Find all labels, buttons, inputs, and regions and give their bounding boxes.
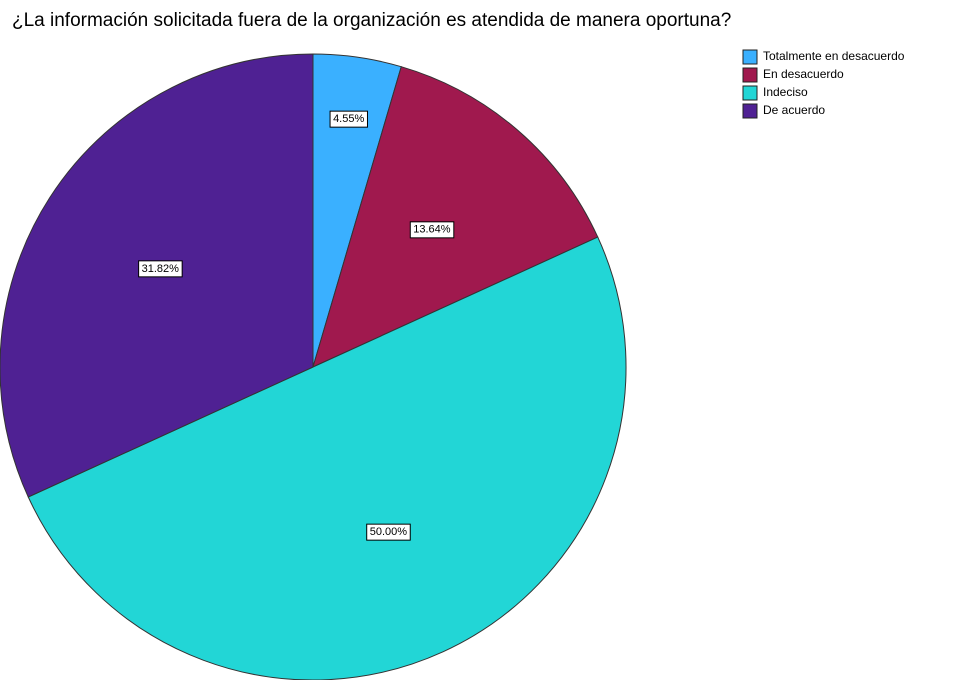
data-label-text: 13.64%	[413, 224, 451, 236]
legend-label: Totalmente en desacuerdo	[763, 49, 905, 63]
data-label-box	[409, 221, 455, 239]
data-label-box	[366, 523, 411, 541]
data-label-text: 4.55%	[333, 113, 364, 125]
chart-title: ¿La información solicitada fuera de la o…	[12, 10, 731, 31]
data-label: 50.00%	[366, 523, 411, 541]
legend-swatch	[742, 85, 758, 101]
legend-label: De acuerdo	[763, 103, 825, 117]
legend-label: En desacuerdo	[763, 67, 844, 81]
legend-swatch	[742, 67, 758, 83]
data-label: 4.55%	[329, 110, 368, 128]
data-label-text: 50.00%	[370, 526, 408, 538]
data-label-box	[329, 110, 368, 128]
legend-label: Indeciso	[763, 85, 808, 99]
legend-swatch	[742, 49, 758, 65]
pie-slice	[27, 236, 627, 680]
legend-swatch	[742, 103, 758, 119]
pie-slice	[312, 66, 599, 368]
data-label-box	[138, 260, 183, 278]
data-label: 31.82%	[138, 260, 183, 278]
data-label: 13.64%	[409, 221, 455, 239]
data-label-text: 31.82%	[142, 263, 180, 275]
